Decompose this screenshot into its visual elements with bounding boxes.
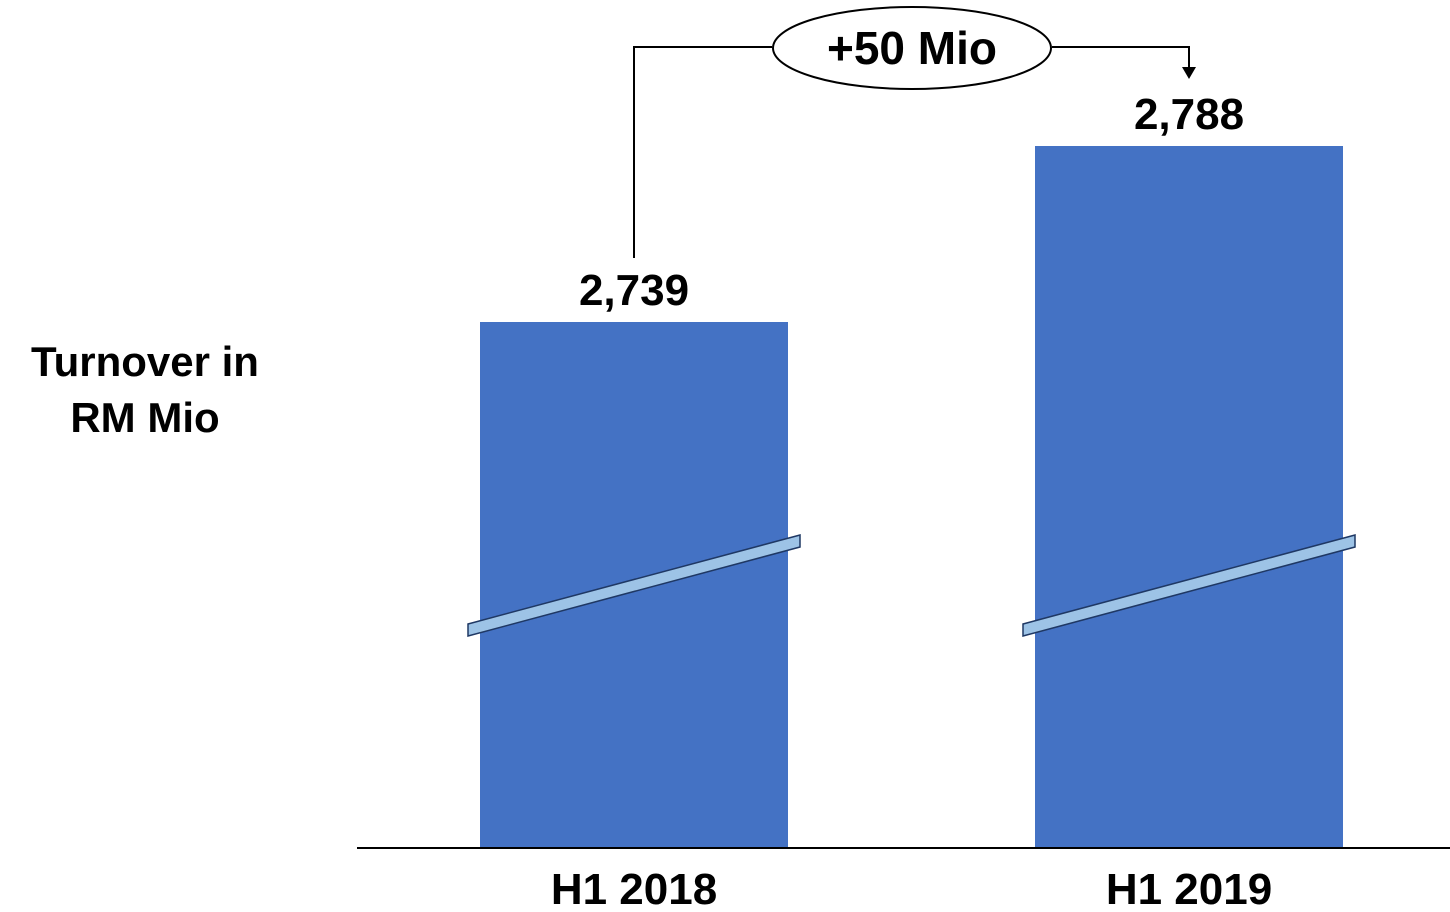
- difference-label: +50 Mio: [827, 22, 997, 74]
- difference-connector: [633, 46, 1190, 258]
- bar-value-label-2: 2,788: [1134, 90, 1244, 139]
- bar-2: [1035, 146, 1343, 848]
- difference-bubble: [772, 6, 1052, 90]
- bar-value-label-1: 2,739: [579, 266, 689, 315]
- category-label-2: H1 2019: [1106, 865, 1272, 912]
- difference-annotation: +50 Mio: [633, 6, 1196, 258]
- labels-group: 2,739 H1 2018 2,788 H1 2019: [551, 90, 1272, 912]
- axis-break-1: [467, 534, 801, 637]
- bars-group: [480, 146, 1343, 848]
- arrowhead-icon: [1182, 67, 1196, 79]
- y-axis-label-line-1: Turnover in: [31, 338, 259, 385]
- axis-breaks-group: [467, 534, 1356, 637]
- axis-break-2: [1022, 534, 1356, 637]
- y-axis-label-line-2: RM Mio: [70, 394, 220, 441]
- category-label-1: H1 2018: [551, 865, 717, 912]
- y-axis-label: Turnover in RM Mio: [0, 334, 290, 446]
